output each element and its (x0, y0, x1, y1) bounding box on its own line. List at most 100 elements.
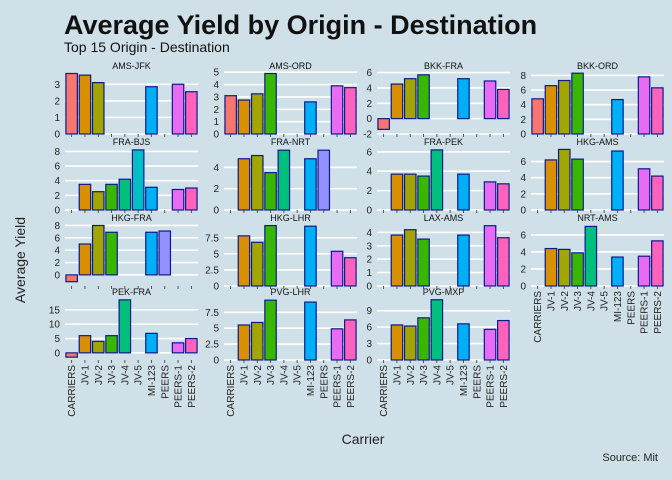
x-axis (230, 286, 351, 289)
x-axis (71, 286, 192, 289)
x-tick-label: PEERS (160, 365, 171, 399)
y-tick-label: 9 (366, 306, 372, 317)
x-tick-label: PEERS-2 (499, 365, 510, 408)
facet-strip-label: BKK-ORD (577, 61, 619, 71)
x-axis (537, 286, 658, 289)
y-tick-label: 2 (520, 115, 526, 126)
facet-hkg-ams: HKG-AMS 0 2 4 6 (520, 137, 664, 217)
bar-peers-1 (637, 76, 651, 135)
facet-strip-label: FRA-NRT (271, 137, 311, 147)
x-tick-label: JV-5 (600, 291, 611, 311)
bar-jv-2 (91, 340, 105, 354)
facet-strip-label: BKK-FRA (424, 61, 463, 71)
bar-jv-3 (264, 72, 277, 135)
y-tick-label: 6 (520, 157, 526, 168)
y-tick-label: 4 (366, 167, 372, 178)
y-tick-label: 2 (54, 258, 60, 269)
y-tick-label: 3 (366, 339, 372, 350)
y-tick-label: 0 (366, 206, 372, 217)
x-axis (230, 210, 351, 213)
facet-strip-label: HKG-FRA (111, 213, 152, 223)
bar-jv-3 (105, 183, 118, 211)
y-tick-label: 0 (366, 356, 372, 367)
bar-mi-123 (304, 101, 317, 135)
bar-peers (158, 230, 172, 276)
bar-mi-123 (611, 98, 624, 135)
x-axis (71, 210, 192, 213)
facet-pek-fra: PEK-FRA 0 5 10 15 CARRIERS JV-1 JV-2 JV-3 JV-4 JV-… (49, 287, 198, 417)
y-tick-label: 0 (520, 206, 526, 217)
bar-jv-1 (390, 234, 404, 287)
bar-carriers (377, 118, 390, 130)
y-tick-label: 5 (213, 68, 219, 79)
facet-strip-label: LAX-AMS (424, 213, 464, 223)
x-tick-label: PEERS-2 (653, 291, 664, 334)
bar-jv-2 (557, 248, 571, 287)
bar-peers-1 (483, 181, 497, 211)
bar-jv-2 (91, 224, 105, 276)
x-tick-label: JV-2 (560, 291, 571, 311)
y-axis-label: Average Yield (12, 217, 28, 303)
x-tick-label: JV-1 (239, 365, 250, 385)
bar-jv-1 (544, 85, 558, 135)
y-tick-label: 6 (520, 230, 526, 241)
facet-strip-label: FRA-PEK (424, 137, 463, 147)
facet-strip-label: PVG-MXP (423, 287, 465, 297)
caption: Source: Mit (602, 452, 658, 464)
facet-strip-label: NRT-AMS (577, 213, 617, 223)
bar-jv-2 (403, 173, 417, 211)
y-tick-label: 4 (366, 228, 372, 239)
bar-jv-1 (237, 235, 251, 287)
bar-peers-1 (483, 328, 497, 361)
bar-carriers (531, 98, 544, 135)
y-tick-label: 4 (213, 163, 219, 174)
bar-mi-123 (611, 150, 624, 211)
bar-peers-1 (171, 342, 185, 354)
facets-group: AMS-JFK0123AMS-ORD012345BKK-FRA-20246BKK… (49, 61, 664, 417)
x-axis (537, 134, 658, 137)
x-tick-label: MI-123 (459, 365, 470, 397)
bar-jv-3 (264, 299, 277, 361)
bar-jv-3 (571, 252, 584, 287)
facet-ams-ord: AMS-ORD 0 12 345 (213, 61, 357, 141)
y-tick-label: 2 (366, 99, 372, 110)
facet-strip-label: PEK-FRA (112, 287, 151, 297)
bar-peers-1 (330, 328, 344, 361)
y-tick-label: 4 (366, 83, 372, 94)
y-tick-label: 15 (49, 305, 61, 316)
bar-jv-1 (390, 324, 404, 361)
facet-lax-ams: LAX-AMS 0 1 2 3 4 (366, 213, 510, 293)
x-tick-label: CARRIERS (67, 365, 78, 417)
bar-peers-2 (651, 87, 664, 135)
bar-mi-123 (145, 186, 158, 211)
bar-jv-1 (544, 159, 558, 211)
bar-jv-1 (78, 183, 92, 211)
bar-peers-1 (483, 80, 497, 120)
y-tick-label: 0 (213, 130, 219, 141)
facet-strip-label: FRA-BJS (113, 137, 151, 147)
x-tick-label: PEERS (319, 365, 330, 399)
bar-jv-3 (571, 158, 584, 211)
y-tick-label: 3 (213, 92, 219, 103)
y-tick-label: 5 (54, 334, 60, 345)
bar-jv-3 (571, 72, 584, 135)
y-tick-label: 8 (54, 221, 60, 232)
x-tick-label: CARRIERS (533, 291, 544, 343)
y-tick-label: 1 (366, 268, 372, 279)
x-tick-label: JV-1 (546, 291, 557, 311)
bar-jv-1 (390, 83, 404, 120)
facet-strip-label: AMS-JFK (112, 61, 151, 71)
chart-title: Average Yield by Origin - Destination (64, 10, 537, 40)
bar-peers-1 (171, 83, 185, 135)
x-tick-label: JV-5 (134, 365, 145, 385)
bar-peers-2 (185, 91, 198, 135)
bar-mi-123 (457, 323, 470, 361)
y-tick-label: 7.5 (205, 233, 219, 244)
bar-carriers (65, 274, 78, 283)
bar-jv-2 (250, 321, 264, 361)
bar-mi-123 (145, 332, 158, 354)
x-tick-label: CARRIERS (226, 365, 237, 417)
bar-jv-3 (264, 172, 277, 211)
bar-jv-3 (105, 335, 118, 354)
y-tick-label: 2 (366, 186, 372, 197)
